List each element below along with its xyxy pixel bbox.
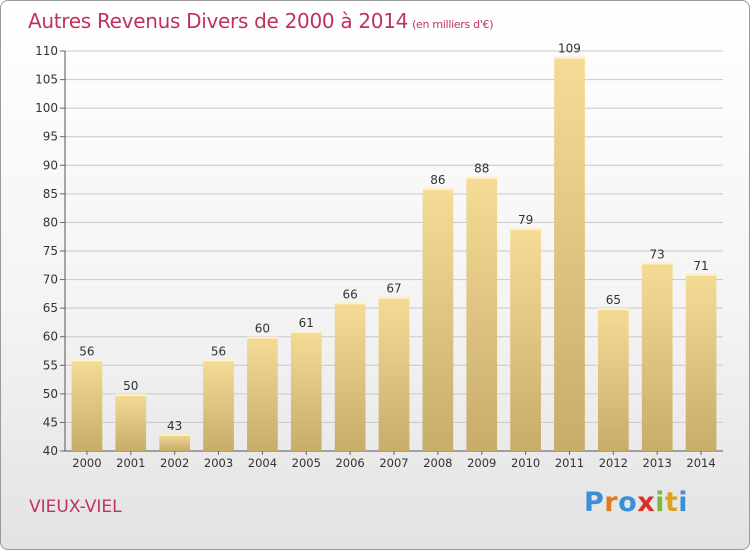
x-tick-label-2014: 2014 [686,456,715,470]
bar-highlight [115,393,147,396]
y-tick-label: 60 [43,330,58,344]
bar-2005 [290,331,322,451]
y-tick-label: 70 [43,273,58,287]
bar-highlight [422,188,454,191]
logo-letter: i [678,487,689,518]
y-tick-label: 100 [35,101,58,115]
bar-highlight [378,296,410,299]
logo-letter: P [584,487,605,518]
data-label-2003: 56 [211,345,226,359]
logo-letter: i [655,487,665,518]
data-label-2006: 66 [342,287,357,301]
bar-2014 [685,273,717,451]
bar-highlight [597,308,629,311]
bar-highlight [466,176,498,179]
y-tick-label: 55 [43,358,58,372]
bar-highlight [159,433,191,436]
bar-2013 [641,262,673,451]
data-label-2008: 86 [430,173,445,187]
x-tick-label-2007: 2007 [379,456,408,470]
bar-2003 [203,359,234,451]
y-tick-label: 85 [43,187,58,201]
bar-2000 [71,359,103,451]
bar-2004 [247,336,278,451]
data-label-2009: 88 [474,162,489,176]
x-tick-label-2005: 2005 [292,456,321,470]
y-tick-label: 95 [43,130,58,144]
y-tick-label: 90 [43,158,58,172]
y-tick-label: 105 [35,73,58,87]
y-tick-label: 75 [43,244,58,258]
bar-2009 [466,176,498,451]
bar-2008 [422,188,454,451]
bar-2001 [115,393,147,451]
x-tick-label-2002: 2002 [160,456,189,470]
chart-title: Autres Revenus Divers de 2000 à 2014 (en … [28,9,494,33]
y-tick-label: 40 [43,444,58,458]
x-tick-label-2013: 2013 [643,456,672,470]
proxiti-logo[interactable]: Proxiti [584,487,688,518]
data-label-2001: 50 [123,379,138,393]
data-label-2000: 56 [79,345,94,359]
bar-2011 [554,56,585,451]
x-tick-label-2003: 2003 [204,456,233,470]
chart-title-text: Autres Revenus Divers de 2000 à 2014 [28,9,409,33]
data-label-2010: 79 [518,213,533,227]
x-tick-label-2010: 2010 [511,456,540,470]
x-tick-label-2008: 2008 [423,456,452,470]
x-tick-label-2012: 2012 [599,456,628,470]
bar-highlight [290,331,322,333]
y-tick-label: 45 [43,415,58,429]
data-label-2002: 43 [167,419,182,433]
bar-highlight [641,262,673,265]
bar-highlight [247,336,278,339]
data-label-2014: 71 [693,259,708,273]
data-labels: 56 50 43 56 60 61 66 67 86 88 79 109 65 73 71 [79,42,708,433]
bar-2010 [510,228,541,451]
x-tick-label-2000: 2000 [72,456,101,470]
chart-unit-note: (en milliers d'€) [412,18,494,31]
data-label-2011: 109 [558,42,581,56]
data-label-2005: 61 [299,316,314,330]
logo-letter: x [637,487,656,518]
data-label-2012: 65 [606,293,621,307]
x-tick-label-2001: 2001 [116,456,145,470]
y-tick-label: 80 [43,215,58,229]
logo-letter: o [618,487,638,518]
logo-letter: t [664,487,679,518]
bar-2012 [597,308,629,451]
bar-2007 [378,296,410,451]
bars [71,56,717,451]
y-tick-label: 110 [35,44,58,58]
bar-highlight [554,56,585,59]
bar-highlight [334,302,366,305]
place-name: VIEUX-VIEL [29,497,122,517]
bar-highlight [510,228,541,231]
x-tick-label-2006: 2006 [335,456,364,470]
x-tick-label-2004: 2004 [248,456,277,470]
y-tick-label: 65 [43,301,58,315]
y-tick-label: 50 [43,387,58,401]
bar-highlight [71,359,103,362]
x-tick-label-2011: 2011 [555,456,584,470]
data-label-2004: 60 [255,322,270,336]
data-label-2007: 67 [386,282,401,296]
bar-highlight [203,359,234,362]
x-tick-label-2009: 2009 [467,456,496,470]
data-label-2013: 73 [650,247,665,261]
bar-highlight [685,273,717,276]
logo-letter: r [604,487,619,518]
bar-2006 [334,302,366,451]
bar-2002 [159,433,191,451]
